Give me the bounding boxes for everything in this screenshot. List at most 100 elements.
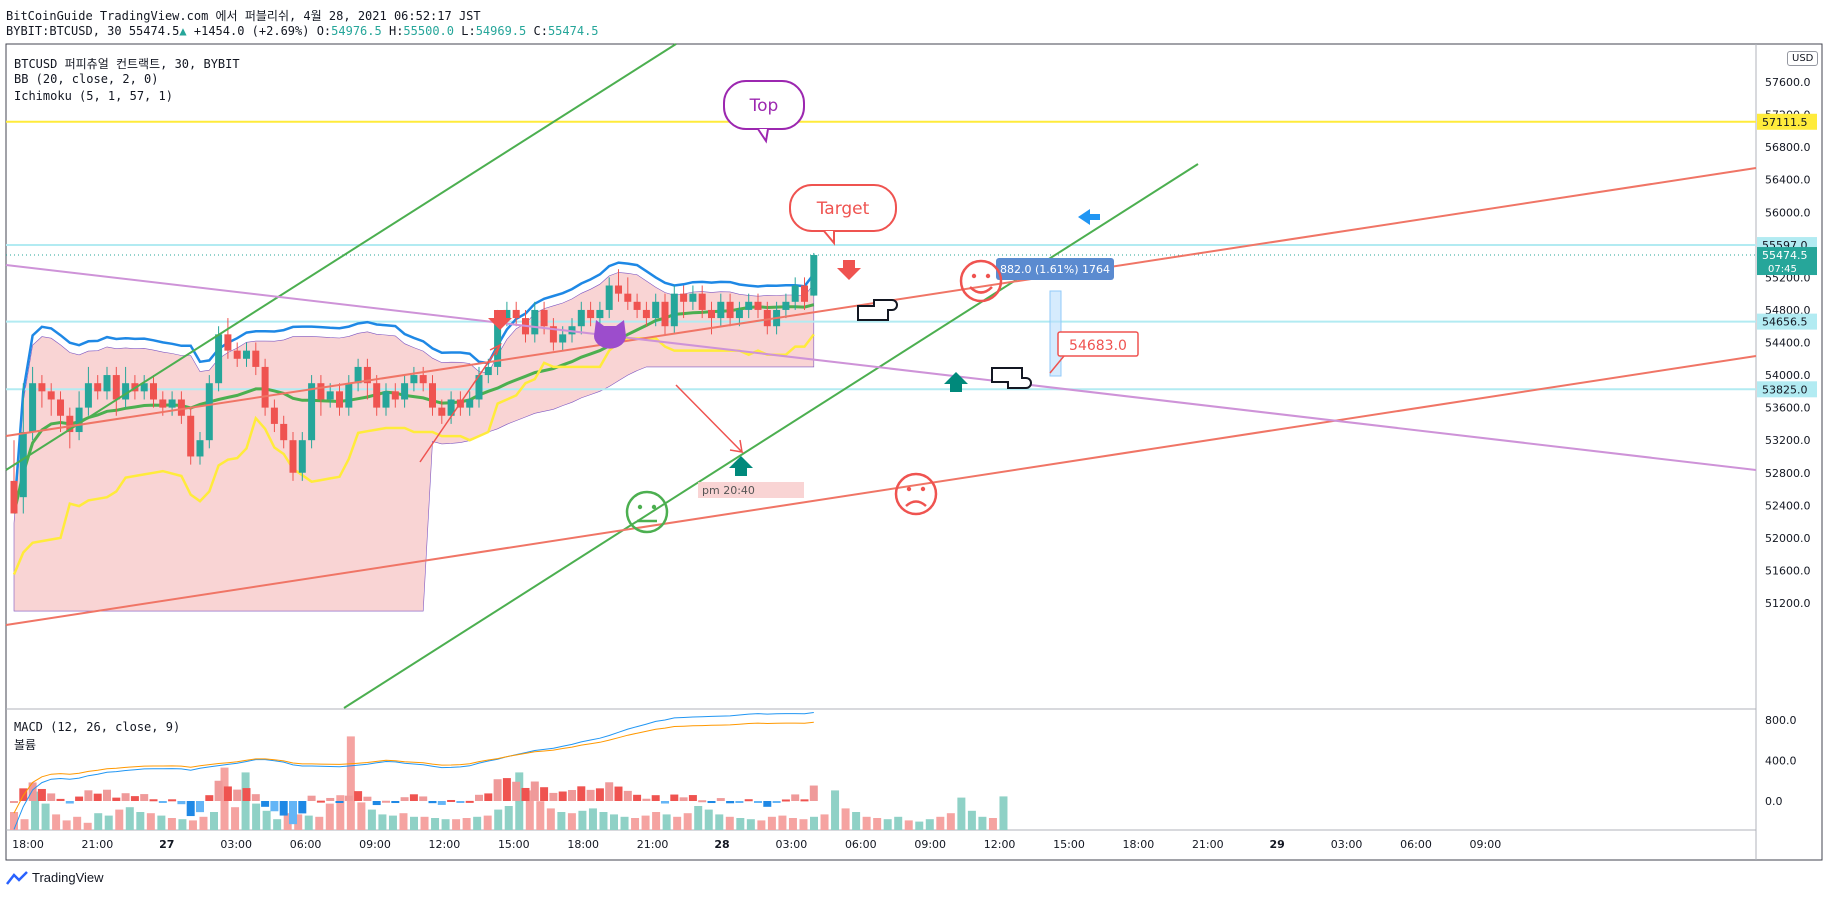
macd-histogram-bar xyxy=(568,789,576,801)
candle-body xyxy=(373,383,381,408)
bollinger-upper-band xyxy=(12,261,815,514)
macd-histogram-bar xyxy=(316,800,325,803)
candle-body xyxy=(475,375,483,400)
macd-histogram-bar xyxy=(661,801,669,804)
volume-bar xyxy=(978,816,987,830)
time-tick-label: 18:00 xyxy=(1123,838,1155,851)
candle-body xyxy=(763,309,771,327)
volume-bar xyxy=(852,812,861,830)
sad-face-icon-eye xyxy=(906,486,912,492)
measure-tooltip xyxy=(996,258,1114,280)
price-tag-label: 55474.5 xyxy=(1762,249,1808,262)
support-trend-line xyxy=(5,355,1757,626)
time-tick-label: 06:00 xyxy=(290,838,322,851)
macd-histogram-bar xyxy=(223,786,232,801)
macd-histogram-bar xyxy=(233,789,242,801)
volume-bar xyxy=(946,813,955,830)
bollinger-basis-line xyxy=(12,303,815,514)
macd-histogram-bar xyxy=(809,785,818,801)
volume-bar xyxy=(304,815,313,830)
volume-bar xyxy=(957,797,966,830)
macd-histogram-bar xyxy=(391,801,400,804)
price-tick-label: 56400.0 xyxy=(1765,174,1811,187)
price-tag xyxy=(1757,381,1817,398)
price-tick-label: 54400.0 xyxy=(1765,337,1811,350)
candle-body xyxy=(587,309,595,319)
bb-legend: BB (20, close, 2, 0) xyxy=(14,72,159,86)
volume-bar xyxy=(799,819,808,830)
channel-lower-line xyxy=(343,163,1199,709)
candle-body xyxy=(308,383,316,441)
macd-histogram-bar xyxy=(205,795,214,801)
macd-histogram-bar xyxy=(614,786,623,801)
volume-bar xyxy=(188,820,197,830)
candle-body xyxy=(243,350,250,359)
neutral-face-icon xyxy=(625,490,669,534)
descending-trend-line xyxy=(5,264,1757,471)
volume-bar xyxy=(820,814,829,830)
projection-arrow-up xyxy=(419,343,503,463)
macd-legend: MACD (12, 26, close, 9) xyxy=(14,720,181,734)
price-note-pointer xyxy=(1049,355,1065,374)
candle-body xyxy=(735,309,743,319)
candle-body xyxy=(10,480,18,514)
volume-bar xyxy=(673,816,682,830)
time-tick-label: 15:00 xyxy=(1053,838,1085,851)
candle-body xyxy=(577,309,585,327)
candle-body xyxy=(568,326,576,335)
time-tick-label: 15:00 xyxy=(498,838,530,851)
price-tag-countdown: 07:45 xyxy=(1768,264,1797,275)
volume-bar xyxy=(431,818,440,830)
ichimoku-conversion-line xyxy=(12,333,815,575)
macd-histogram-bar xyxy=(186,801,195,817)
chart-frame xyxy=(5,43,1823,861)
macd-histogram-bar xyxy=(530,781,539,801)
candle-body xyxy=(177,399,185,416)
chart-title: BTCUSD 퍼피츄얼 컨트랙트, 30, BYBIT xyxy=(14,57,240,71)
volume-bar xyxy=(115,809,124,830)
pointing-hand-icon-shape xyxy=(857,299,898,321)
happy-face-mouth xyxy=(969,286,993,294)
macd-histogram-bar xyxy=(382,800,390,803)
pointing-hand-icon-shape xyxy=(991,367,1032,389)
time-tick-label: 06:00 xyxy=(1400,838,1432,851)
candle-body xyxy=(484,366,492,376)
macd-histogram-bar xyxy=(84,790,93,801)
price-tick-label: 52800.0 xyxy=(1765,467,1811,480)
volume-bar xyxy=(767,816,776,830)
price-tag-label: 53825.0 xyxy=(1762,383,1808,396)
candle-body xyxy=(642,309,650,319)
volume-bar xyxy=(462,818,471,830)
left-arrow-icon xyxy=(1078,209,1100,225)
macd-histogram-bar xyxy=(270,801,279,812)
macd-histogram-bar xyxy=(140,794,149,801)
candle-body xyxy=(708,309,715,319)
candle-body xyxy=(66,415,74,433)
macd-histogram-bar xyxy=(307,795,316,801)
macd-histogram-bar xyxy=(130,796,139,801)
volume-bar xyxy=(262,810,271,830)
volume-bar xyxy=(546,808,555,830)
macd-line xyxy=(13,712,814,830)
macd-histogram-bar xyxy=(781,799,790,802)
volume-bar xyxy=(725,816,734,830)
candle-body xyxy=(363,366,371,384)
price-change: +1454.0 (+2.69%) xyxy=(193,24,310,38)
macd-histogram-bar xyxy=(549,792,558,801)
macd-histogram-bar xyxy=(744,799,753,802)
macd-histogram-bar xyxy=(735,801,744,803)
macd-histogram-bar xyxy=(521,787,530,801)
candle-body xyxy=(670,293,678,327)
macd-histogram-bar xyxy=(354,791,363,801)
price-tick-label: 53600.0 xyxy=(1765,402,1811,415)
volume-bar xyxy=(241,772,250,830)
volume-bar xyxy=(104,815,113,830)
time-tick-label: 21:00 xyxy=(1192,838,1224,851)
price-tick-label: 52000.0 xyxy=(1765,532,1811,545)
sad-face-icon-eye xyxy=(920,486,926,492)
currency-badge[interactable]: USD xyxy=(1787,51,1819,66)
macd-histogram-bar xyxy=(335,801,344,803)
top-callout-label: Top xyxy=(749,96,779,116)
volume-bar xyxy=(915,821,924,830)
